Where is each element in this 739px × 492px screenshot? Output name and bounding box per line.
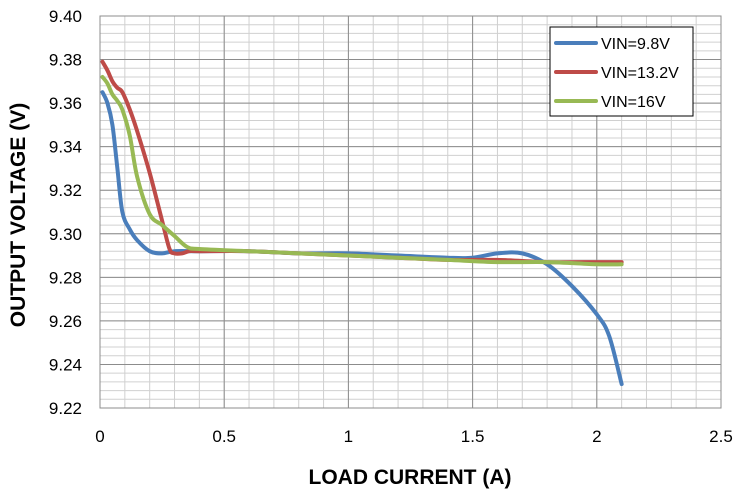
series-lines xyxy=(100,59,624,387)
y-tick-label: 9.40 xyxy=(49,7,82,26)
x-tick-label: 0.5 xyxy=(212,427,236,446)
y-tick-label: 9.26 xyxy=(49,312,82,331)
x-tick-label: 1 xyxy=(344,427,353,446)
legend-label: VIN=16V xyxy=(601,94,666,111)
y-tick-label: 9.38 xyxy=(49,51,82,70)
x-axis-ticks: 0 0.5 1 1.5 2 2.5 xyxy=(95,427,733,446)
y-tick-label: 9.30 xyxy=(49,225,82,244)
series-line-3 xyxy=(100,74,624,267)
x-axis-title: LOAD CURRENT (A) xyxy=(309,466,512,489)
y-axis-ticks: 9.22 9.24 9.26 9.28 9.30 9.32 9.34 9.36 9.38 9.40 xyxy=(49,7,82,418)
y-tick-label: 9.36 xyxy=(49,94,82,113)
y-tick-label: 9.28 xyxy=(49,268,82,287)
y-tick-label: 9.32 xyxy=(49,181,82,200)
y-tick-label: 9.34 xyxy=(49,138,82,157)
legend-label: VIN=13.2V xyxy=(601,65,679,82)
x-tick-label: 2.5 xyxy=(709,427,733,446)
x-tick-label: 1.5 xyxy=(461,427,485,446)
x-tick-label: 2 xyxy=(592,427,601,446)
y-tick-label: 9.22 xyxy=(49,399,82,418)
plot-area xyxy=(99,15,722,409)
x-tick-label: 0 xyxy=(95,427,104,446)
y-axis-title: OUTPUT VOLTAGE (V) xyxy=(7,103,30,327)
legend-label: VIN=9.8V xyxy=(601,36,670,53)
legend: VIN=9.8V VIN=13.2V VIN=16V xyxy=(549,26,694,117)
y-tick-label: 9.24 xyxy=(49,355,82,374)
